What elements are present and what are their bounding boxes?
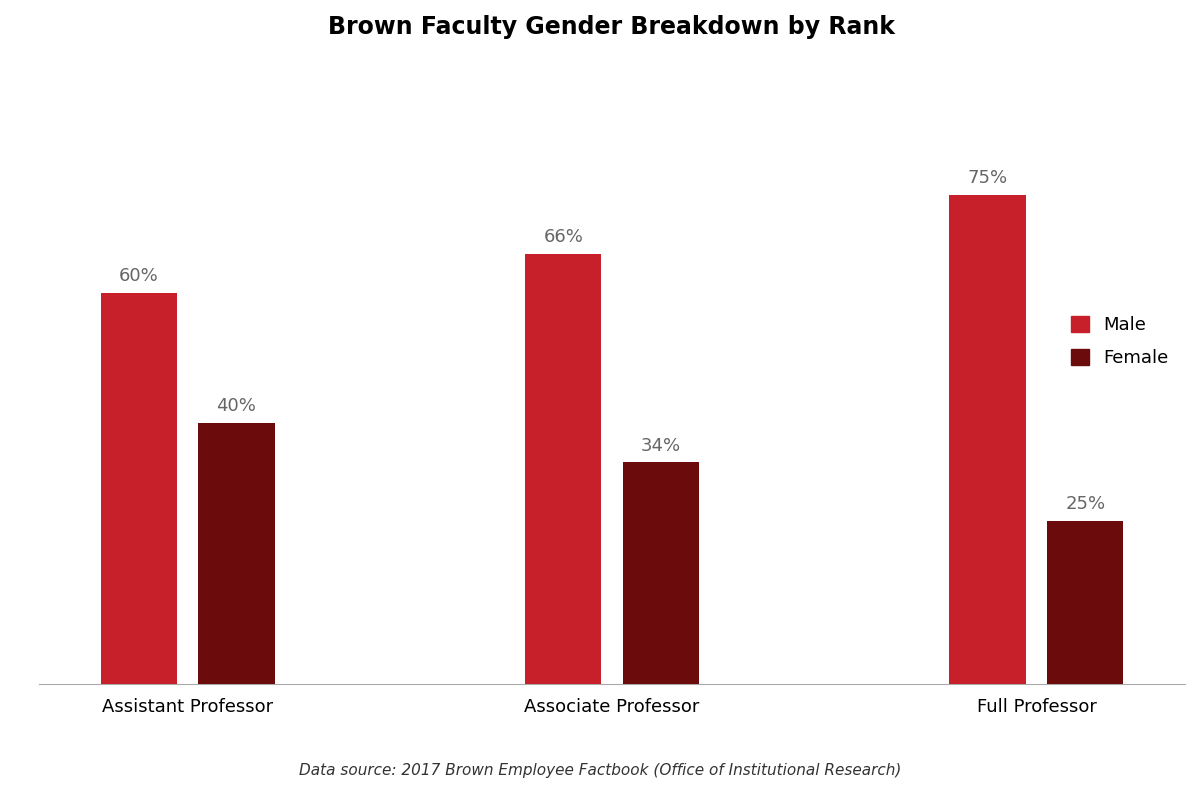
Bar	[949, 195, 1026, 684]
Bar	[198, 423, 275, 684]
Bar	[1048, 521, 1123, 684]
Text: 60%: 60%	[119, 267, 158, 285]
Text: 25%: 25%	[1066, 495, 1105, 513]
Text: 40%: 40%	[216, 398, 257, 416]
Text: 34%: 34%	[641, 436, 680, 454]
Text: Data source: 2017 Brown Employee Factbook (Office of Institutional Research): Data source: 2017 Brown Employee Factboo…	[299, 763, 901, 778]
Bar	[623, 462, 700, 684]
Bar	[524, 254, 601, 684]
Legend: Male, Female: Male, Female	[1063, 309, 1176, 374]
Text: 75%: 75%	[967, 169, 1008, 187]
Bar	[101, 293, 176, 684]
Text: 66%: 66%	[544, 228, 583, 246]
Title: Brown Faculty Gender Breakdown by Rank: Brown Faculty Gender Breakdown by Rank	[329, 15, 895, 39]
